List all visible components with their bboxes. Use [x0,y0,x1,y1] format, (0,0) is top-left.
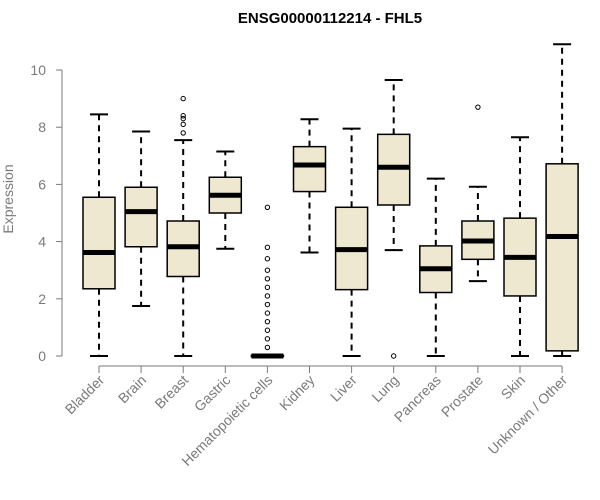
x-tick-label: Bladder [62,372,108,418]
outlier-point [264,293,271,299]
x-tick-label: Prostate [438,372,486,420]
x-tick-label: Breast [151,372,191,412]
y-tick-label: 6 [38,176,46,192]
box-iqr [292,145,327,193]
box-gastric [208,150,243,250]
box-iqr [82,196,116,290]
chart-title: ENSG00000112214 - FHL5 [238,10,422,27]
y-tick-label: 0 [38,348,46,364]
outlier-point [180,115,186,122]
box-pancreas [419,177,453,357]
outlier-point [264,204,271,210]
y-tick-label: 8 [38,119,46,135]
box-bladder [82,113,116,357]
outlier-point [180,113,186,119]
x-tick-label: Lung [368,372,401,405]
x-tick-label: Skin [498,372,529,403]
outlier-point [264,276,271,282]
x-tick-label: Liver [327,372,360,405]
box-prostate [461,104,495,283]
box-lung [376,79,411,359]
y-axis-title: Expression [0,164,16,233]
outlier-point [264,301,271,308]
x-tick-label: Kidney [276,372,318,414]
outlier-point [264,244,271,251]
box-hematopoietic-cells [250,204,285,359]
outlier-point [264,256,271,262]
outlier-point [391,353,397,359]
y-tick-label: 10 [30,62,46,78]
box-iqr [124,186,158,248]
outlier-point [475,104,481,110]
outlier-point [180,95,186,102]
outlier-point [264,267,271,273]
y-tick-label: 2 [38,291,46,307]
outlier-point [264,336,271,342]
x-tick-label: Pancreas [391,372,444,425]
box-iqr [545,163,579,352]
outlier-point [180,130,186,136]
box-brain [124,130,158,307]
outlier-point [264,344,271,351]
box-skin [503,136,537,357]
x-tick-label: Unknown / Other [485,372,571,458]
y-axis: 0 2 4 6 8 10 [30,62,63,364]
y-tick-label: 4 [38,234,46,250]
box-unknown-other [545,43,579,357]
box-kidney [292,118,327,254]
outlier-point [264,318,271,325]
outlier-point [264,327,271,333]
outlier-point [264,284,271,291]
box-liver [334,127,369,357]
x-tick-label: Brain [115,372,149,406]
outlier-point [180,121,186,128]
box-breast [166,95,200,357]
outlier-point [264,310,271,316]
box-series [82,43,579,359]
